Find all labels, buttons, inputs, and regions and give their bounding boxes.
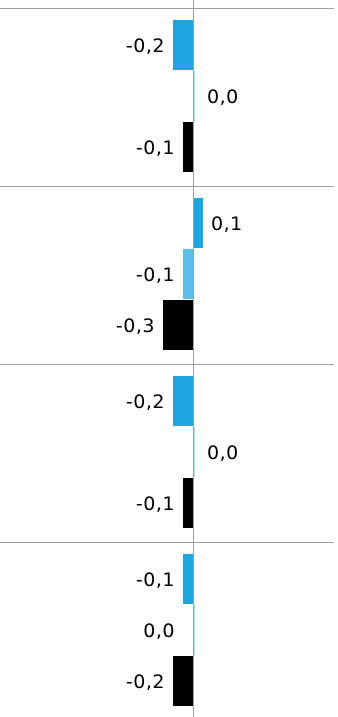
- value-label: -0,2: [126, 671, 165, 693]
- value-label: 0,1: [211, 213, 243, 235]
- value-labels: -0,2 0,0 -0,1 0,1 -0,1 -0,3 -0,2 0,0 -0,1 -0,1 0,0…: [116, 35, 243, 693]
- value-label: 0,0: [143, 620, 175, 642]
- bars: [163, 20, 203, 706]
- value-label: -0,1: [136, 569, 175, 591]
- value-label: -0,3: [116, 315, 155, 337]
- bar-series-1: [173, 20, 193, 70]
- value-label: 0,0: [207, 442, 239, 464]
- value-label: -0,1: [136, 264, 175, 286]
- value-label: 0,0: [207, 86, 239, 108]
- group-dividers: [0, 8, 334, 543]
- bar-series-1: [173, 376, 193, 426]
- bar-series-1: [193, 198, 203, 248]
- bar-series-3: [183, 122, 193, 172]
- bar-series-3: [173, 656, 193, 706]
- value-label: -0,1: [136, 137, 175, 159]
- value-label: -0,2: [126, 391, 165, 413]
- bar-series-2: [183, 249, 193, 299]
- bar-series-3: [183, 478, 193, 528]
- value-label: -0,2: [126, 35, 165, 57]
- value-label: -0,1: [136, 493, 175, 515]
- bar-series-3: [163, 300, 193, 350]
- bar-series-1: [183, 554, 193, 604]
